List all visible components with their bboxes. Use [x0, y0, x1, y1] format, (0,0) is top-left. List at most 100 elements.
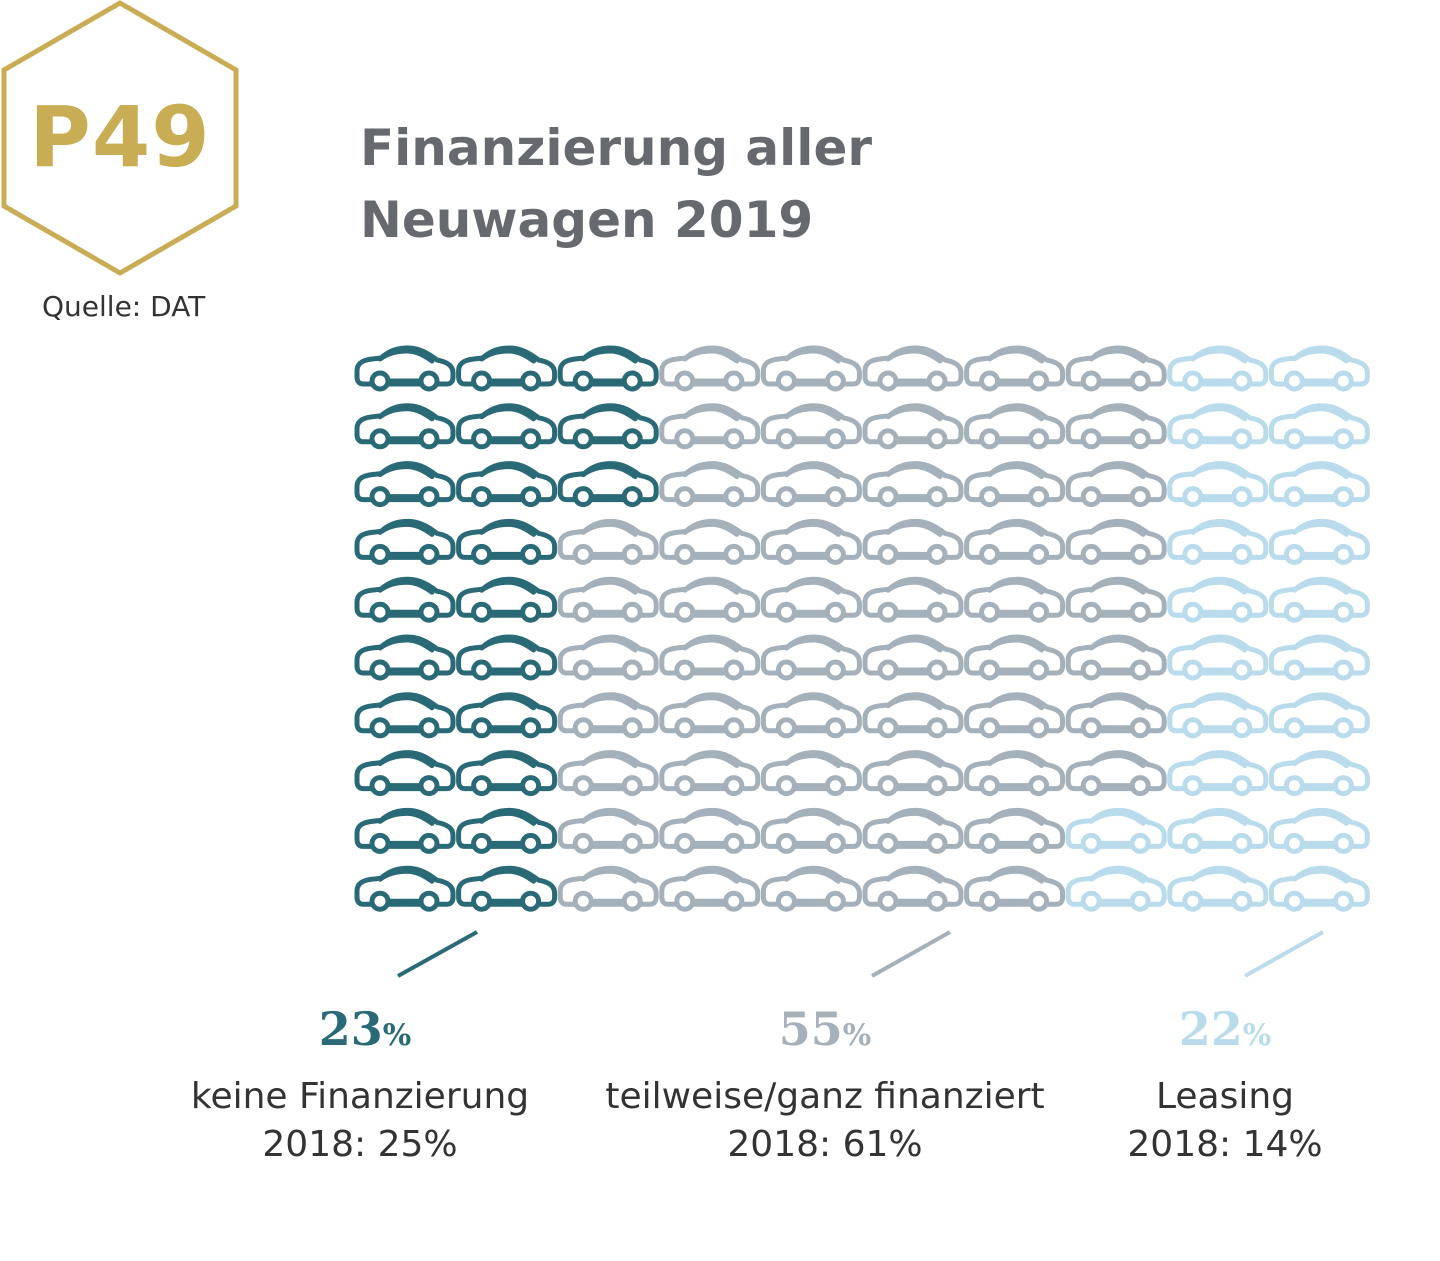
car-icon-finanziert	[964, 807, 1066, 854]
value-leasing: 22%	[1178, 1002, 1272, 1056]
value-finanziert: 55%	[778, 1002, 872, 1056]
car-icon-keine	[456, 750, 558, 797]
car-icon-keine	[456, 865, 558, 912]
car-icon-finanziert	[1065, 403, 1167, 450]
car-icon-finanziert	[659, 461, 761, 508]
car-icon-finanziert	[659, 576, 761, 623]
car-icon-finanziert	[862, 345, 964, 392]
leader-line-finanziert	[871, 930, 951, 978]
car-icon-finanziert	[760, 345, 862, 392]
car-icon-keine	[557, 345, 659, 392]
car-icon-leasing	[1268, 461, 1370, 508]
car-icon-finanziert	[557, 692, 659, 739]
car-icon-keine	[354, 345, 456, 392]
car-icon-keine	[354, 692, 456, 739]
car-icon-keine	[354, 461, 456, 508]
car-icon-keine	[456, 518, 558, 565]
car-icon-leasing	[1167, 576, 1269, 623]
car-icon-leasing	[1167, 403, 1269, 450]
car-icon-finanziert	[1065, 576, 1167, 623]
car-icon-finanziert	[1065, 461, 1167, 508]
car-icon-leasing	[1268, 807, 1370, 854]
chart-title: Finanzierung aller Neuwagen 2019	[360, 112, 872, 256]
car-icon-keine	[456, 576, 558, 623]
chart-title-line-1: Finanzierung aller	[360, 119, 873, 177]
car-icon-finanziert	[659, 518, 761, 565]
car-icon-finanziert	[1065, 634, 1167, 681]
car-icon-finanziert	[760, 692, 862, 739]
car-icon-finanziert	[964, 345, 1066, 392]
car-icon-finanziert	[1065, 750, 1167, 797]
car-icon-leasing	[1268, 750, 1370, 797]
car-icon-leasing	[1268, 345, 1370, 392]
car-icon-leasing	[1065, 865, 1167, 912]
car-icon-finanziert	[760, 750, 862, 797]
car-icon-leasing	[1065, 807, 1167, 854]
car-icon-finanziert	[862, 807, 964, 854]
car-icon-leasing	[1167, 692, 1269, 739]
car-icon-finanziert	[964, 461, 1066, 508]
car-icon-finanziert	[862, 750, 964, 797]
source-label: Quelle: DAT	[42, 290, 206, 323]
car-icon-finanziert	[964, 750, 1066, 797]
car-icon-finanziert	[760, 634, 862, 681]
label-keine: keine Finanzierung	[190, 1076, 530, 1117]
car-icon-finanziert	[862, 634, 964, 681]
car-icon-finanziert	[760, 518, 862, 565]
car-icon-finanziert	[1065, 345, 1167, 392]
car-icon-finanziert	[760, 403, 862, 450]
car-icon-leasing	[1167, 345, 1269, 392]
car-icon-leasing	[1268, 692, 1370, 739]
car-icon-finanziert	[862, 692, 964, 739]
car-icon-keine	[456, 403, 558, 450]
car-icon-leasing	[1268, 576, 1370, 623]
car-icon-finanziert	[1065, 518, 1167, 565]
car-icon-finanziert	[659, 692, 761, 739]
car-icon-keine	[557, 461, 659, 508]
car-icon-finanziert	[760, 461, 862, 508]
car-icon-leasing	[1268, 403, 1370, 450]
car-icon-finanziert	[760, 865, 862, 912]
car-icon-keine	[456, 634, 558, 681]
car-icon-keine	[354, 576, 456, 623]
car-icon-finanziert	[964, 865, 1066, 912]
car-icon-finanziert	[862, 461, 964, 508]
car-icon-leasing	[1167, 461, 1269, 508]
car-icon-finanziert	[557, 634, 659, 681]
car-icon-finanziert	[659, 807, 761, 854]
car-icon-finanziert	[659, 345, 761, 392]
car-icon-leasing	[1167, 634, 1269, 681]
badge-hexagon-icon	[1, 0, 239, 276]
car-icon-finanziert	[760, 807, 862, 854]
car-icon-keine	[354, 634, 456, 681]
chart-title-line-2: Neuwagen 2019	[360, 191, 814, 249]
car-icon-finanziert	[964, 634, 1066, 681]
car-icon-finanziert	[964, 518, 1066, 565]
car-icon-keine	[456, 461, 558, 508]
car-icon-finanziert	[557, 576, 659, 623]
car-icon-finanziert	[862, 518, 964, 565]
label-finanziert: teilweise/ganz finanziert	[605, 1076, 1045, 1117]
leader-line-keine	[397, 930, 478, 978]
car-icon-finanziert	[659, 865, 761, 912]
car-icon-keine	[456, 692, 558, 739]
car-icon-keine	[354, 403, 456, 450]
car-icon-finanziert	[659, 750, 761, 797]
car-icon-keine	[354, 518, 456, 565]
prev-keine: 2018: 25%	[262, 1124, 458, 1165]
car-icon-finanziert	[1065, 692, 1167, 739]
car-icon-finanziert	[760, 576, 862, 623]
car-icon-keine	[354, 750, 456, 797]
car-icon-keine	[557, 403, 659, 450]
car-icon-keine	[456, 345, 558, 392]
car-icon-finanziert	[964, 692, 1066, 739]
car-icon-leasing	[1268, 634, 1370, 681]
car-icon-leasing	[1167, 750, 1269, 797]
car-icon-finanziert	[862, 403, 964, 450]
badge-label: P49	[29, 88, 211, 186]
car-icon-leasing	[1167, 518, 1269, 565]
leader-line-leasing	[1244, 930, 1324, 978]
car-icon-finanziert	[964, 403, 1066, 450]
car-icon-finanziert	[659, 403, 761, 450]
